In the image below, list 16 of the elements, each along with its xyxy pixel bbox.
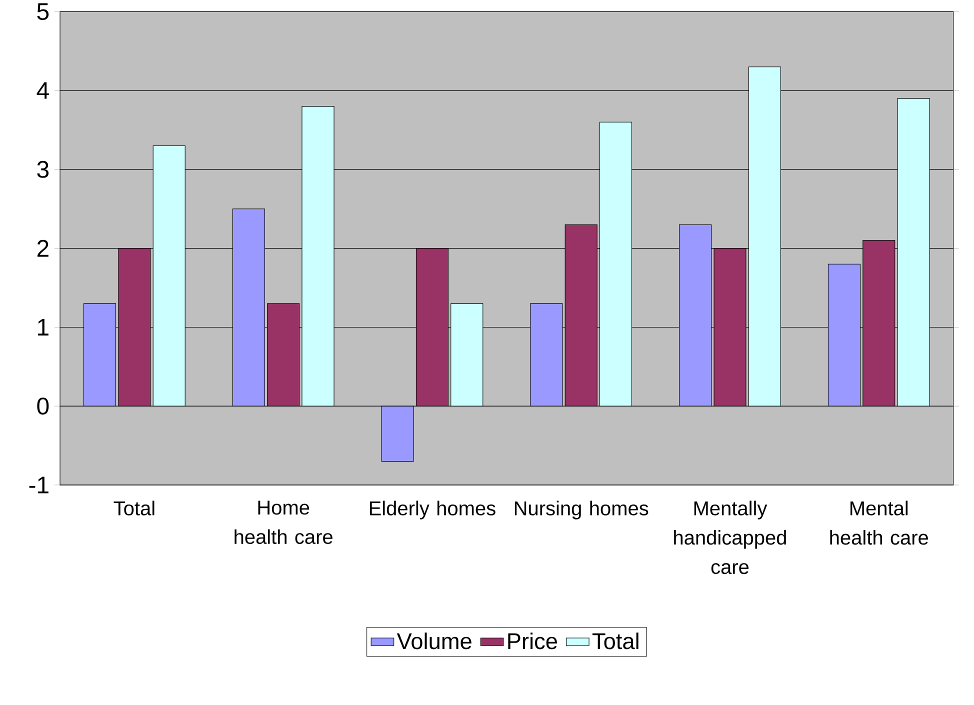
x-tick-label: Nursing homes bbox=[514, 500, 648, 520]
x-tick-label: Elderly homes bbox=[370, 500, 496, 520]
y-tick-label: 2 bbox=[37, 240, 48, 257]
y-tick-label: 3 bbox=[37, 160, 49, 178]
y-tick-label: 0 bbox=[37, 398, 49, 415]
legend-label: Price bbox=[508, 632, 557, 650]
y-tick-label: 1 bbox=[38, 318, 48, 336]
x-tick-label: Mentally handicapped care bbox=[674, 500, 786, 574]
y-tick-label: 4 bbox=[36, 82, 49, 99]
x-tick-label: Total bbox=[114, 500, 154, 516]
y-tick-label: 5 bbox=[37, 3, 49, 20]
y-tick-label: -1 bbox=[29, 476, 48, 494]
x-tick-label: Mental health care bbox=[830, 500, 928, 545]
x-tick-label: Home health care bbox=[234, 500, 332, 544]
legend-label: Volume bbox=[396, 632, 472, 650]
legend-label: Total bbox=[592, 632, 638, 650]
